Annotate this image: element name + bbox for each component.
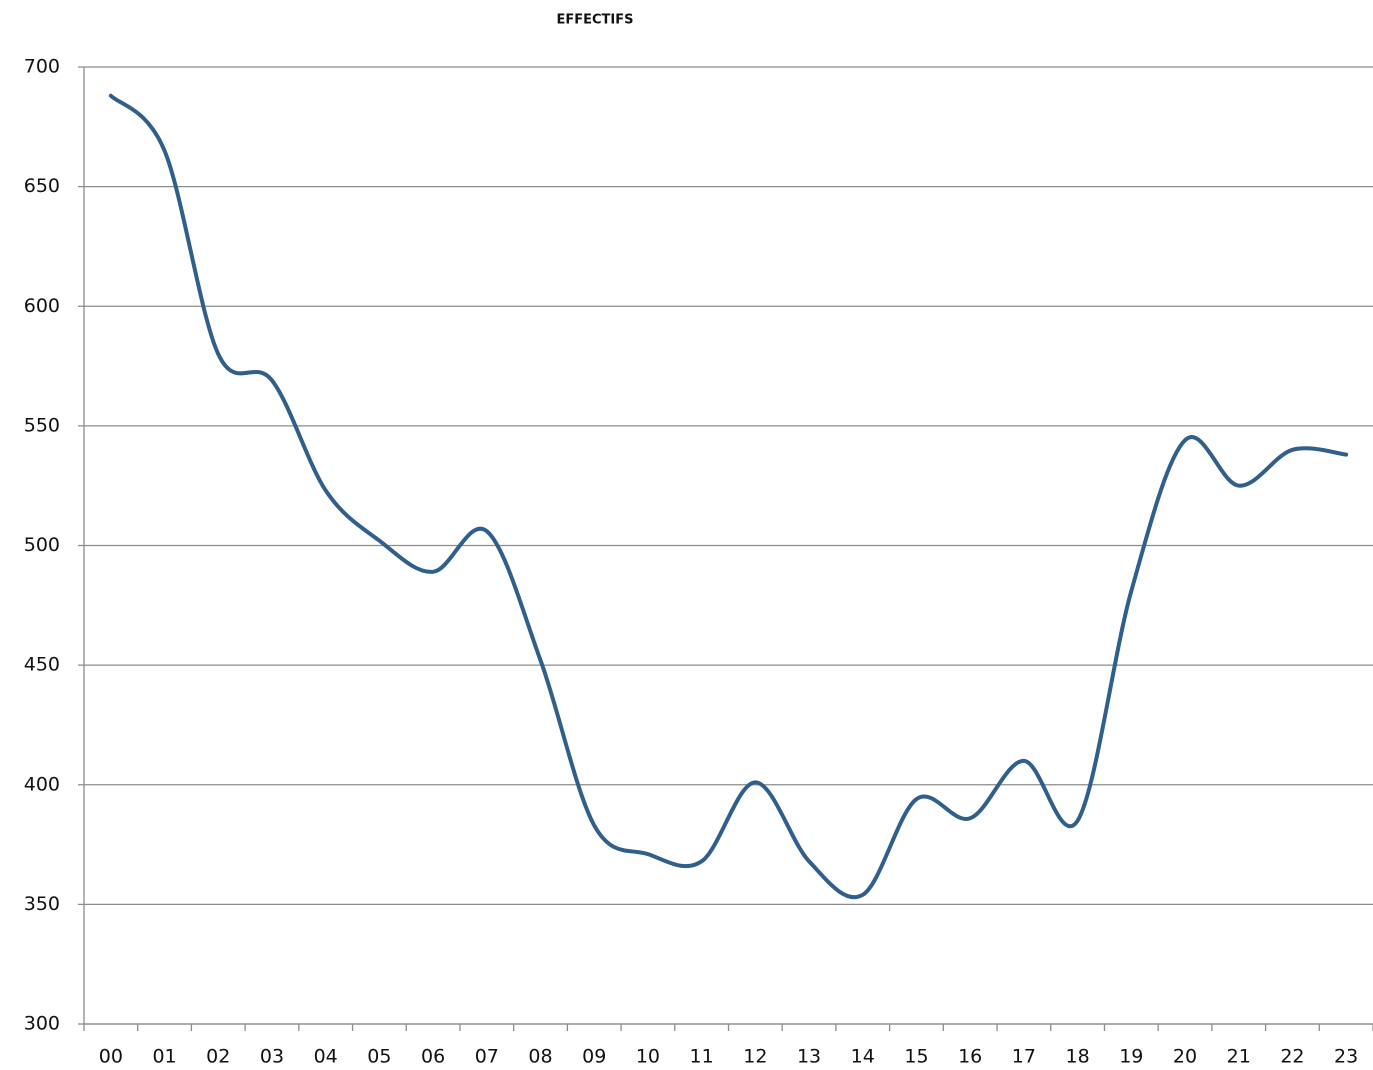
x-tick-label: 00 [99,1046,123,1068]
y-tick-label: 700 [24,56,60,78]
chart-title: EFFECTIFS [556,13,633,28]
y-tick-label: 600 [24,295,60,317]
x-tick-label: 18 [1066,1046,1090,1068]
x-tick-label: 12 [743,1046,767,1068]
y-tick-label: 650 [24,175,60,197]
series-line [108,93,1349,900]
x-tick-label: 23 [1334,1046,1358,1068]
x-tick-label: 02 [206,1046,230,1068]
y-tick-label: 550 [24,414,60,436]
y-tick-label: 350 [24,893,60,915]
y-tick-label: 400 [24,773,60,795]
x-tick-label: 17 [1012,1046,1036,1068]
x-tick-label: 20 [1173,1046,1197,1068]
x-tick-label: 03 [260,1046,284,1068]
x-tick-label: 14 [851,1046,875,1068]
x-tick-label: 21 [1227,1046,1251,1068]
x-tick-label: 07 [475,1046,499,1068]
x-tick-label: 10 [636,1046,660,1068]
x-tick-label: 15 [904,1046,928,1068]
x-tick-label: 13 [797,1046,821,1068]
x-tick-label: 16 [958,1046,982,1068]
x-tick-label: 09 [582,1046,606,1068]
x-tick-label: 01 [152,1046,176,1068]
x-tick-label: 06 [421,1046,445,1068]
y-tick-label: 450 [24,654,60,676]
x-tick-label: 08 [528,1046,552,1068]
y-tick-label: 500 [24,534,60,556]
x-tick-label: 19 [1119,1046,1143,1068]
y-tick-label: 300 [24,1013,60,1035]
x-tick-label: 04 [314,1046,338,1068]
x-tick-label: 11 [690,1046,714,1068]
x-tick-label: 22 [1280,1046,1304,1068]
x-tick-label: 05 [367,1046,391,1068]
